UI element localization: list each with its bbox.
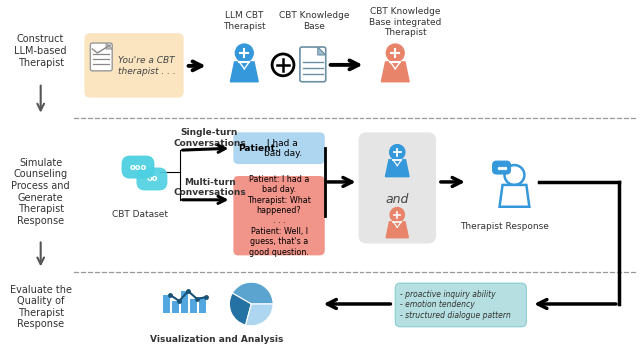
FancyBboxPatch shape bbox=[234, 176, 324, 255]
Polygon shape bbox=[230, 62, 258, 82]
Text: Evaluate the
Quality of
Therapist
Response: Evaluate the Quality of Therapist Respon… bbox=[10, 284, 72, 329]
Bar bbox=[199, 297, 206, 313]
FancyBboxPatch shape bbox=[90, 43, 112, 71]
Bar bbox=[172, 301, 179, 313]
Text: You're a CBT
therapist . . .: You're a CBT therapist . . . bbox=[118, 56, 176, 76]
Text: CBT Dataset: CBT Dataset bbox=[112, 210, 168, 219]
Text: ooo: ooo bbox=[129, 163, 147, 171]
Polygon shape bbox=[318, 47, 326, 55]
Polygon shape bbox=[381, 62, 409, 82]
Text: - proactive inquiry ability
- emotion tendency
- structured dialogue pattern: - proactive inquiry ability - emotion te… bbox=[400, 290, 511, 320]
Text: Simulate
Counseling
Process and
Generate
Therapist
Response: Simulate Counseling Process and Generate… bbox=[12, 158, 70, 226]
FancyBboxPatch shape bbox=[396, 283, 526, 327]
Text: CBT Knowledge
Base integrated
Therapist: CBT Knowledge Base integrated Therapist bbox=[369, 7, 442, 37]
Text: I had a
bad day.: I had a bad day. bbox=[264, 139, 302, 158]
Text: Patient: I had a
bad day.
Therapist: What
happened?
. . .
Patient: Well, I
guess: Patient: I had a bad day. Therapist: Wha… bbox=[247, 175, 311, 257]
Text: Construct
LLM-based
Therapist: Construct LLM-based Therapist bbox=[15, 34, 67, 68]
FancyBboxPatch shape bbox=[122, 156, 154, 178]
Wedge shape bbox=[232, 282, 273, 304]
Polygon shape bbox=[385, 160, 409, 177]
Text: Multi-turn
Conversations: Multi-turn Conversations bbox=[173, 178, 246, 197]
Polygon shape bbox=[106, 43, 112, 49]
Circle shape bbox=[390, 145, 405, 160]
Text: oo: oo bbox=[146, 175, 157, 183]
Text: Therapist Response: Therapist Response bbox=[460, 222, 549, 231]
Circle shape bbox=[272, 54, 294, 76]
Text: and: and bbox=[385, 193, 409, 206]
Bar bbox=[190, 299, 197, 313]
Text: Single-turn
Conversations: Single-turn Conversations bbox=[173, 128, 246, 148]
Wedge shape bbox=[229, 293, 252, 325]
Circle shape bbox=[504, 165, 524, 185]
Wedge shape bbox=[246, 304, 273, 326]
Bar bbox=[163, 295, 170, 313]
Text: Patient:: Patient: bbox=[238, 144, 279, 153]
Text: CBT Knowledge
Base: CBT Knowledge Base bbox=[278, 11, 349, 31]
FancyBboxPatch shape bbox=[493, 161, 511, 174]
FancyBboxPatch shape bbox=[358, 132, 436, 244]
Circle shape bbox=[236, 44, 253, 62]
Bar bbox=[181, 291, 188, 313]
FancyBboxPatch shape bbox=[300, 47, 326, 82]
Circle shape bbox=[387, 44, 404, 62]
Polygon shape bbox=[386, 222, 408, 238]
Polygon shape bbox=[500, 185, 529, 207]
Circle shape bbox=[390, 208, 404, 222]
FancyBboxPatch shape bbox=[137, 168, 167, 190]
Text: LLM CBT
Therapist: LLM CBT Therapist bbox=[223, 11, 266, 31]
FancyBboxPatch shape bbox=[84, 33, 184, 98]
FancyBboxPatch shape bbox=[234, 132, 324, 164]
Text: Visualization and Analysis: Visualization and Analysis bbox=[150, 335, 283, 344]
